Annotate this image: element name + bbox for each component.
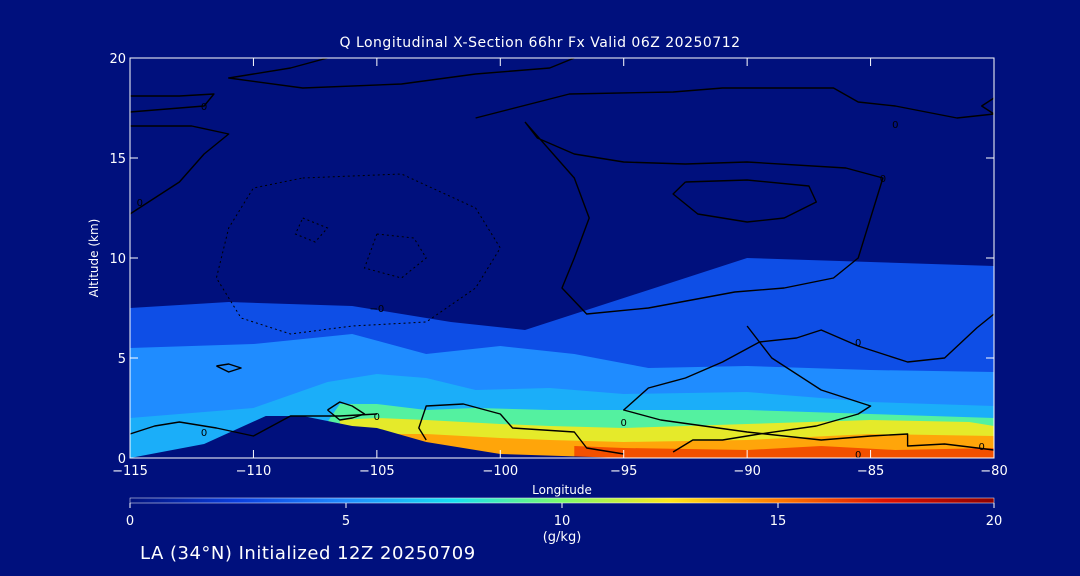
x-tick-label: −105 [359, 464, 395, 479]
contour-label: 0 [880, 174, 886, 185]
contour-line-6 [623, 313, 994, 451]
dashed-contour-1 [363, 233, 427, 279]
colorbar-tick-label: 10 [554, 514, 571, 529]
contour-label: 0 [621, 418, 627, 429]
contour-lines: 0 0 0 0 0 0 0 0 0 0 −0 [130, 58, 994, 461]
contour-label: 0 [201, 428, 207, 439]
contour-label: 0 [374, 412, 380, 423]
contour-label: 0 [978, 442, 984, 453]
colorbar-unit-label: (g/kg) [543, 530, 582, 545]
colorbar-tick-label: 20 [986, 514, 1003, 529]
contour-line-9 [327, 401, 366, 421]
contour-line-11 [216, 363, 242, 373]
contour-line-7 [672, 325, 872, 453]
axes: −115 −110 −105 −100 −95 −90 −85 −80 0 5 10 15 20 [109, 52, 1007, 479]
contour-label: 0 [137, 198, 143, 209]
contour-line-5 [672, 179, 817, 223]
contour-line-4 [524, 121, 884, 315]
contour-line-0 [227, 58, 575, 89]
chart-title: Q Longitudinal X-Section 66hr Fx Valid 0… [339, 35, 741, 51]
y-tick-label: 5 [118, 352, 126, 367]
x-tick-label: −95 [610, 464, 637, 479]
colorbar-tick-label: 0 [126, 514, 134, 529]
x-tick-label: −100 [482, 464, 518, 479]
colorbar [129, 497, 995, 504]
y-tick-label: 10 [109, 252, 126, 267]
dashed-contour-0 [215, 173, 501, 335]
footer-caption: LA (34°N) Initialized 12Z 20250709 [140, 543, 476, 564]
terrain-mask [130, 416, 994, 458]
y-tick-label: 15 [109, 152, 126, 167]
x-axis-label: Longitude [532, 483, 592, 497]
x-tick-label: −110 [236, 464, 272, 479]
contour-label: −0 [369, 304, 384, 315]
x-tick-label: −80 [980, 464, 1007, 479]
colorbar-tick-label: 5 [342, 514, 350, 529]
contour-line-1 [130, 93, 215, 113]
contour-line-8 [130, 413, 377, 437]
y-tick-label: 0 [118, 452, 126, 467]
x-tick-label: −90 [733, 464, 760, 479]
colorbar-ticks: 0 5 10 15 20 [126, 503, 1002, 529]
contour-label: 0 [201, 102, 207, 113]
contour-line-3 [475, 87, 994, 119]
y-tick-label: 20 [109, 52, 126, 67]
y-axis-label: Altitude (km) [87, 219, 101, 298]
colorbar-tick-label: 15 [770, 514, 787, 529]
contour-line-2 [130, 125, 230, 215]
x-tick-label: −115 [112, 464, 148, 479]
x-tick-label: −85 [857, 464, 884, 479]
contour-line-10 [418, 403, 624, 455]
contour-label: 0 [892, 120, 898, 131]
contour-label: 0 [855, 338, 861, 349]
dashed-contour-2 [294, 217, 329, 243]
contour-label: 0 [855, 450, 861, 461]
